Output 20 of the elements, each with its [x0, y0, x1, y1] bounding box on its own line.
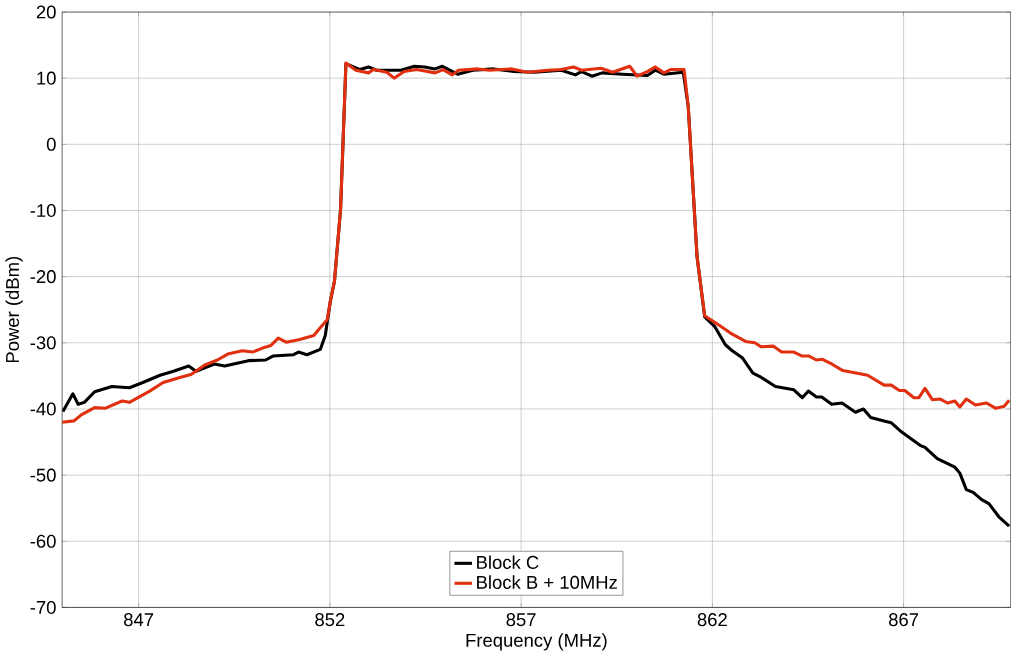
y-tick-label: -50 — [30, 468, 56, 482]
x-tick-label: 857 — [506, 613, 536, 627]
x-tick-label: 862 — [697, 613, 727, 627]
y-tick-label: -60 — [30, 534, 56, 548]
y-axis-title: Power (dBm) — [5, 257, 23, 363]
x-axis-title: Frequency (MHz) — [466, 633, 607, 651]
legend-label: Block B + 10MHz — [477, 575, 617, 589]
y-tick-label: -40 — [30, 402, 56, 416]
y-tick-label: -20 — [30, 270, 56, 284]
x-tick-label: 847 — [124, 613, 154, 627]
y-tick-label: 20 — [36, 5, 56, 19]
y-tick-label: 10 — [37, 71, 56, 85]
line-series — [62, 61, 1011, 424]
y-tick-label: -10 — [30, 203, 56, 218]
y-tick-label: -70 — [30, 600, 56, 614]
x-tick-label: 852 — [315, 613, 345, 627]
x-tick-label: 867 — [888, 613, 919, 627]
y-tick-label: -30 — [30, 336, 56, 350]
legend-label: Block C — [477, 555, 539, 569]
y-tick-label: 0 — [46, 137, 56, 151]
